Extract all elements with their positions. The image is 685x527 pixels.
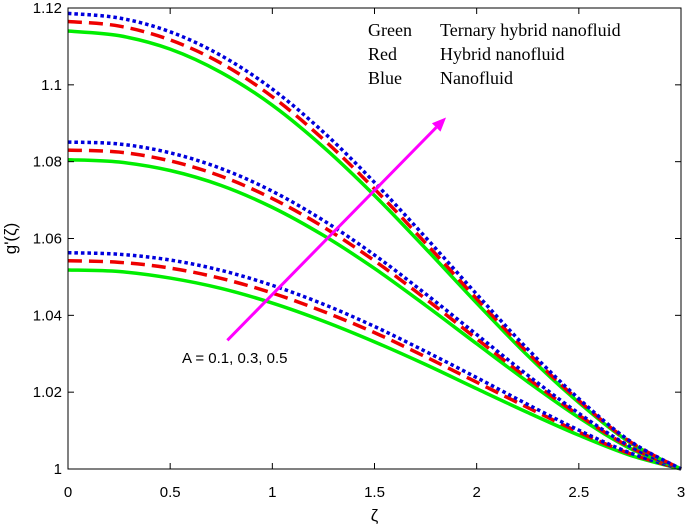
- x-tick-label: 3: [677, 484, 685, 501]
- series-line-dashed: [67, 259, 682, 471]
- y-tick-label: 1.02: [33, 384, 62, 401]
- x-tick-label: 1.5: [364, 484, 385, 501]
- y-axis-label: g'(ζ): [1, 223, 20, 255]
- y-tick-label: 1: [54, 461, 62, 478]
- legend-color-word: Blue: [368, 68, 402, 88]
- legend-description: Hybrid nanofluid: [440, 44, 564, 64]
- series-line-dotted: [67, 250, 682, 471]
- annotation-label: A = 0.1, 0.3, 0.5: [182, 350, 288, 367]
- annotation-arrow-shaft: [226, 126, 438, 342]
- y-tick-label: 1.04: [33, 307, 62, 324]
- x-tick-label: 0.5: [160, 484, 181, 501]
- x-tick-label: 2: [472, 484, 480, 501]
- x-tick-label: 1: [268, 484, 276, 501]
- series-line-solid: [67, 268, 682, 471]
- x-tick-label: 0: [64, 484, 72, 501]
- legend-color-word: Green: [368, 20, 412, 40]
- legend-color-word: Red: [368, 44, 397, 64]
- y-tick-label: 1.12: [33, 0, 62, 17]
- legend: Green Ternary hybrid nanofluid Red Hybrid n…: [368, 20, 621, 88]
- legend-description: Nanofluid: [440, 68, 513, 88]
- y-tick-label: 1.06: [33, 231, 62, 248]
- y-tick-label: 1.08: [33, 154, 62, 171]
- annotation-layer: [226, 117, 447, 342]
- annotation-arrow-head: [431, 117, 447, 132]
- y-tick-label: 1.1: [41, 77, 62, 94]
- ticks-layer: 0 0.5 1 1.5 2 2.5 3 1 1.02 1.04 1.06 1.08 1.1 1.12: [33, 0, 685, 501]
- series-line-solid: [67, 158, 682, 471]
- x-axis-label: ζ: [371, 506, 379, 525]
- legend-description: Ternary hybrid nanofluid: [440, 20, 621, 40]
- x-tick-label: 2.5: [568, 484, 589, 501]
